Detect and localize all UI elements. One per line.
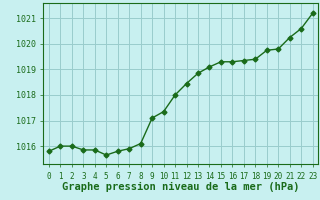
X-axis label: Graphe pression niveau de la mer (hPa): Graphe pression niveau de la mer (hPa) — [62, 182, 300, 192]
